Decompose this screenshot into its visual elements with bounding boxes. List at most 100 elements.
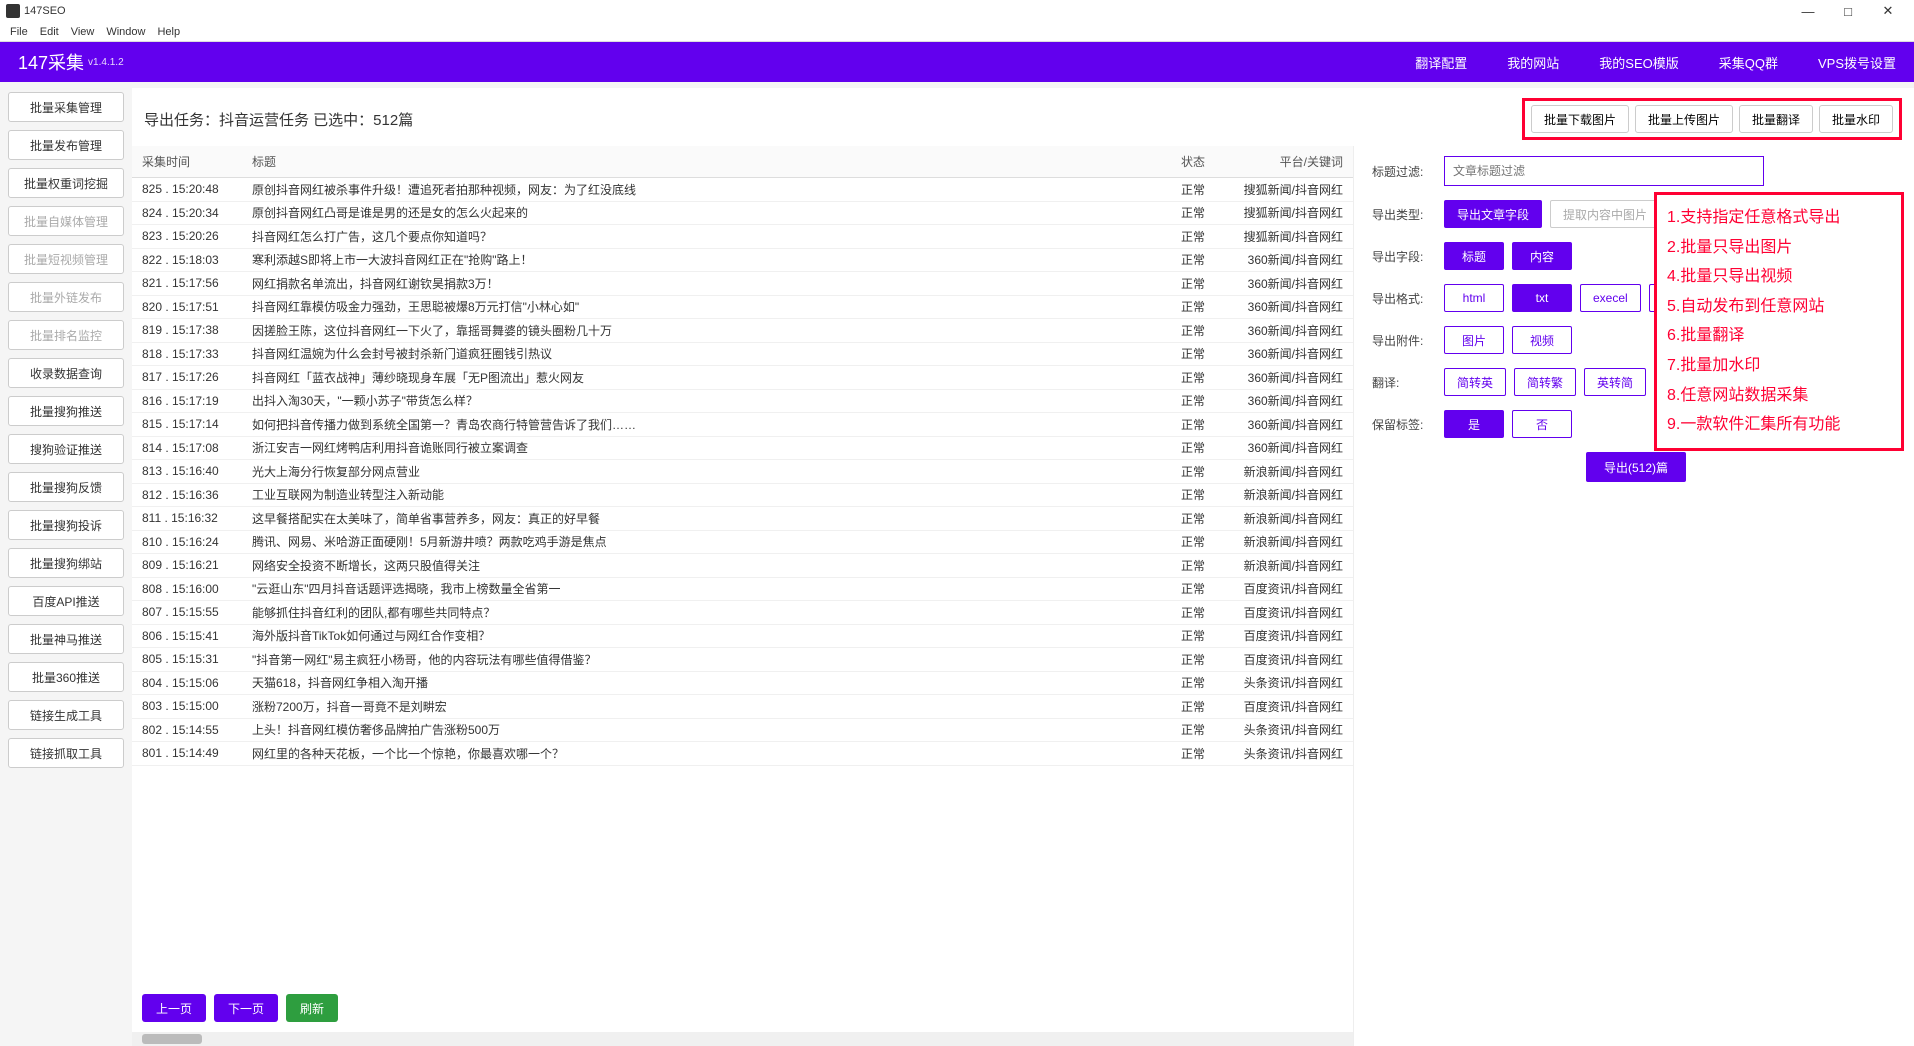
table-row[interactable]: 824 . 15:20:34原创抖音网红凸哥是谁是男的还是女的怎么火起来的正常搜… — [132, 202, 1353, 226]
app-header: 147采集 v1.4.1.2 翻译配置我的网站我的SEO模版采集QQ群VPS拨号… — [0, 42, 1914, 82]
table-row[interactable]: 809 . 15:16:21网络安全投资不断增长，这两只股值得关注正常新浪新闻/… — [132, 554, 1353, 578]
cell-status: 正常 — [1163, 651, 1223, 668]
translate-option[interactable]: 英转简 — [1584, 368, 1646, 396]
nav-item[interactable]: 我的SEO模版 — [1599, 56, 1678, 71]
cell-title: 如何把抖音传播力做到系统全国第一？青岛农商行特管营告诉了我们…… — [252, 416, 1163, 433]
keep-tag-option[interactable]: 否 — [1512, 410, 1572, 438]
table-row[interactable]: 821 . 15:17:56网红捐款名单流出，抖音网红谢钦昊捐款3万！正常360… — [132, 272, 1353, 296]
menu-view[interactable]: View — [65, 26, 101, 38]
cell-time: 813 . 15:16:40 — [142, 464, 252, 478]
menu-help[interactable]: Help — [151, 26, 186, 38]
sidebar-item[interactable]: 批量外链发布 — [8, 282, 124, 312]
export-attach-option[interactable]: 图片 — [1444, 326, 1504, 354]
table-body[interactable]: 825 . 15:20:48原创抖音网红被杀事件升级！遭追死者拍那种视频，网友：… — [132, 178, 1353, 984]
window-maximize[interactable]: □ — [1828, 4, 1868, 19]
nav-item[interactable]: VPS拨号设置 — [1818, 56, 1896, 71]
table-row[interactable]: 811 . 15:16:32这早餐搭配实在太美味了，简单省事营养多，网友：真正的… — [132, 507, 1353, 531]
app-icon — [6, 4, 20, 18]
table-row[interactable]: 814 . 15:17:08浙江安吉一网红烤鸭店利用抖音诡账同行被立案调查正常3… — [132, 437, 1353, 461]
translate-option[interactable]: 简转繁 — [1514, 368, 1576, 396]
table-row[interactable]: 822 . 15:18:03寒利添越S即将上市一大波抖音网红正在"抢购"路上！正… — [132, 249, 1353, 273]
table-row[interactable]: 805 . 15:15:31"抖音第一网红"易主疯狂小杨哥，他的内容玩法有哪些值… — [132, 648, 1353, 672]
export-type-option[interactable]: 导出文章字段 — [1444, 200, 1542, 228]
sidebar-item[interactable]: 批量排名监控 — [8, 320, 124, 350]
sidebar-item[interactable]: 批量搜狗绑站 — [8, 548, 124, 578]
prev-page-button[interactable]: 上一页 — [142, 994, 206, 1022]
table-row[interactable]: 802 . 15:14:55上头！抖音网红模仿奢侈品牌拍广告涨粉500万正常头条… — [132, 719, 1353, 743]
keep-tag-option[interactable]: 是 — [1444, 410, 1504, 438]
table-row[interactable]: 808 . 15:16:00"云逛山东"四月抖音话题评选揭晓，我市上榜数量全省第… — [132, 578, 1353, 602]
cell-status: 正常 — [1163, 181, 1223, 198]
cell-title: 光大上海分行恢复部分网点营业 — [252, 463, 1163, 480]
nav-item[interactable]: 翻译配置 — [1415, 56, 1467, 71]
cell-status: 正常 — [1163, 392, 1223, 409]
export-field-option[interactable]: 内容 — [1512, 242, 1572, 270]
export-format-option[interactable]: txt — [1512, 284, 1572, 312]
sidebar-item[interactable]: 批量搜狗反馈 — [8, 472, 124, 502]
batch-action-button[interactable]: 批量上传图片 — [1635, 105, 1733, 133]
table-row[interactable]: 807 . 15:15:55能够抓住抖音红利的团队,都有哪些共同特点？正常百度资… — [132, 601, 1353, 625]
sidebar-item[interactable]: 批量发布管理 — [8, 130, 124, 160]
sidebar-item[interactable]: 批量360推送 — [8, 662, 124, 692]
refresh-button[interactable]: 刷新 — [286, 994, 338, 1022]
sidebar-item[interactable]: 链接抓取工具 — [8, 738, 124, 768]
cell-time: 804 . 15:15:06 — [142, 676, 252, 690]
sidebar: 批量采集管理批量发布管理批量权重词挖掘批量自媒体管理批量短视频管理批量外链发布批… — [0, 82, 132, 1046]
cell-title: 网红捐款名单流出，抖音网红谢钦昊捐款3万！ — [252, 275, 1163, 292]
table-row[interactable]: 825 . 15:20:48原创抖音网红被杀事件升级！遭追死者拍那种视频，网友：… — [132, 178, 1353, 202]
sidebar-item[interactable]: 批量短视频管理 — [8, 244, 124, 274]
export-button[interactable]: 导出(512)篇 — [1586, 452, 1686, 482]
table-row[interactable]: 806 . 15:15:41海外版抖音TikTok如何通过与网红合作变相？正常百… — [132, 625, 1353, 649]
window-close[interactable]: ✕ — [1868, 3, 1908, 19]
sidebar-item[interactable]: 批量搜狗投诉 — [8, 510, 124, 540]
cell-status: 正常 — [1163, 204, 1223, 221]
sidebar-item[interactable]: 链接生成工具 — [8, 700, 124, 730]
sidebar-item[interactable]: 批量自媒体管理 — [8, 206, 124, 236]
sidebar-item[interactable]: 百度API推送 — [8, 586, 124, 616]
table-row[interactable]: 812 . 15:16:36工业互联网为制造业转型注入新动能正常新浪新闻/抖音网… — [132, 484, 1353, 508]
menu-edit[interactable]: Edit — [34, 26, 65, 38]
sidebar-item[interactable]: 收录数据查询 — [8, 358, 124, 388]
nav-item[interactable]: 采集QQ群 — [1719, 56, 1778, 71]
table-row[interactable]: 810 . 15:16:24腾讯、网易、米哈游正面硬刚！5月新游井喷？两款吃鸡手… — [132, 531, 1353, 555]
article-table: 采集时间 标题 状态 平台/关键词 825 . 15:20:48原创抖音网红被杀… — [132, 146, 1354, 1046]
table-row[interactable]: 816 . 15:17:19出抖入淘30天，"一颗小苏子"带货怎么样？正常360… — [132, 390, 1353, 414]
sidebar-item[interactable]: 批量权重词挖掘 — [8, 168, 124, 198]
sidebar-item[interactable]: 批量神马推送 — [8, 624, 124, 654]
menu-file[interactable]: File — [4, 26, 34, 38]
translate-option[interactable]: 简转英 — [1444, 368, 1506, 396]
batch-action-button[interactable]: 批量翻译 — [1739, 105, 1813, 133]
batch-action-button[interactable]: 批量水印 — [1819, 105, 1893, 133]
table-row[interactable]: 801 . 15:14:49网红里的各种天花板，一个比一个惊艳，你最喜欢哪一个？… — [132, 742, 1353, 766]
table-row[interactable]: 803 . 15:15:00涨粉7200万，抖音一哥竟不是刘畊宏正常百度资讯/抖… — [132, 695, 1353, 719]
cell-time: 812 . 15:16:36 — [142, 488, 252, 502]
table-row[interactable]: 815 . 15:17:14如何把抖音传播力做到系统全国第一？青岛农商行特管营告… — [132, 413, 1353, 437]
next-page-button[interactable]: 下一页 — [214, 994, 278, 1022]
export-type-option[interactable]: 提取内容中图片 — [1550, 200, 1660, 228]
table-row[interactable]: 819 . 15:17:38因搓脸王陈，这位抖音网红一下火了，靠摇哥舞婆的镜头圈… — [132, 319, 1353, 343]
sidebar-item[interactable]: 搜狗验证推送 — [8, 434, 124, 464]
cell-platform: 360新闻/抖音网红 — [1223, 251, 1343, 268]
sidebar-item[interactable]: 批量采集管理 — [8, 92, 124, 122]
window-minimize[interactable]: — — [1788, 4, 1828, 19]
export-field-option[interactable]: 标题 — [1444, 242, 1504, 270]
export-format-option[interactable]: html — [1444, 284, 1504, 312]
batch-action-button[interactable]: 批量下载图片 — [1531, 105, 1629, 133]
sidebar-item[interactable]: 批量搜狗推送 — [8, 396, 124, 426]
export-attach-option[interactable]: 视频 — [1512, 326, 1572, 354]
table-row[interactable]: 820 . 15:17:51抖音网红靠模仿吸金力强劲，王思聪被爆8万元打信"小林… — [132, 296, 1353, 320]
table-row[interactable]: 813 . 15:16:40光大上海分行恢复部分网点营业正常新浪新闻/抖音网红 — [132, 460, 1353, 484]
cell-platform: 360新闻/抖音网红 — [1223, 345, 1343, 362]
table-row[interactable]: 818 . 15:17:33抖音网红温婉为什么会封号被封杀新门道疯狂圈钱引热议正… — [132, 343, 1353, 367]
table-row[interactable]: 817 . 15:17:26抖音网红「蓝衣战神」薄纱晓现身车展「无P图流出」惹火… — [132, 366, 1353, 390]
window-titlebar: 147SEO — □ ✕ — [0, 0, 1914, 22]
nav-item[interactable]: 我的网站 — [1507, 56, 1559, 71]
table-row[interactable]: 804 . 15:15:06天猫618，抖音网红争相入淘开播正常头条资讯/抖音网… — [132, 672, 1353, 696]
horizontal-scrollbar[interactable] — [132, 1032, 1353, 1046]
cell-time: 802 . 15:14:55 — [142, 723, 252, 737]
title-filter-input[interactable] — [1444, 156, 1764, 186]
table-row[interactable]: 823 . 15:20:26抖音网红怎么打广告，这几个要点你知道吗？正常搜狐新闻… — [132, 225, 1353, 249]
cell-platform: 360新闻/抖音网红 — [1223, 392, 1343, 409]
menu-window[interactable]: Window — [100, 26, 151, 38]
export-format-option[interactable]: execel — [1580, 284, 1641, 312]
